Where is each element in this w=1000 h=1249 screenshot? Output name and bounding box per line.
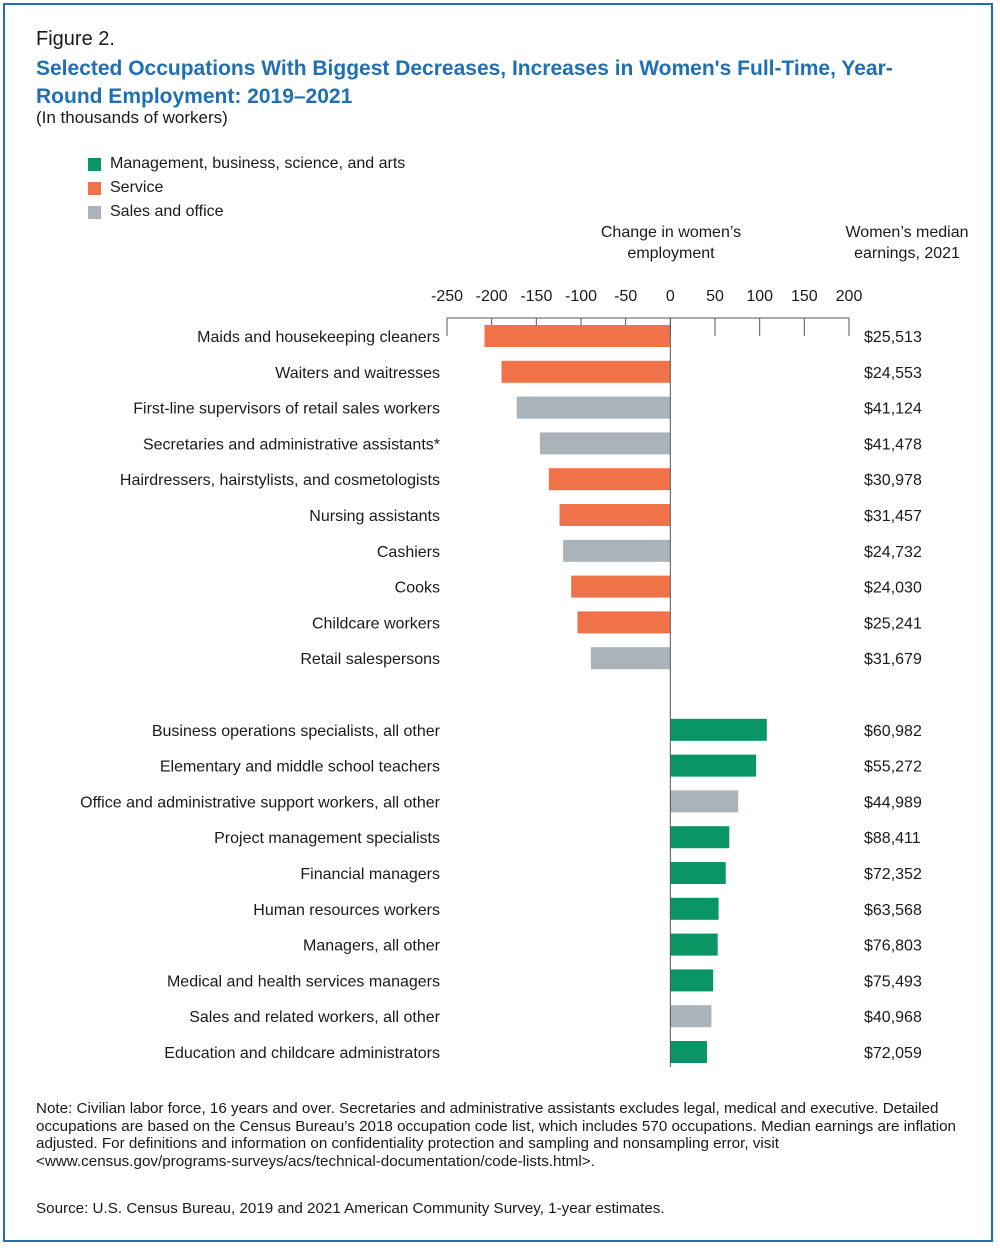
category-label: Retail salespersons: [300, 651, 440, 668]
legend-item-service: Service: [88, 176, 405, 200]
legend-item-management: Management, business, science, and arts: [88, 152, 405, 176]
legend-label-service: Service: [110, 179, 164, 196]
earnings-label: $41,124: [864, 401, 922, 418]
category-label: Elementary and middle school teachers: [160, 759, 440, 776]
bar: [539, 432, 671, 455]
bar: [548, 468, 671, 491]
category-label: Medical and health services managers: [167, 973, 440, 990]
earnings-label: $72,352: [864, 866, 922, 883]
earnings-label: $31,679: [864, 651, 922, 668]
category-label: Childcare workers: [312, 615, 440, 632]
chart-title: Selected Occupations With Biggest Decrea…: [36, 57, 893, 108]
category-label: Project management specialists: [214, 830, 440, 847]
legend: Management, business, science, and arts …: [88, 152, 405, 224]
x-tick-label: -250: [431, 288, 463, 305]
x-tick-label: 0: [666, 288, 675, 305]
earnings-label: $63,568: [864, 902, 922, 919]
category-label: Cooks: [395, 580, 440, 597]
bar: [559, 504, 671, 526]
bar: [670, 790, 739, 813]
legend-swatch-service: [88, 181, 101, 195]
category-label: Cashiers: [377, 544, 440, 561]
figure-frame: [3, 3, 993, 1242]
earnings-label: $31,457: [864, 508, 922, 525]
bar-chart: -250 -200 -150 -100 -50 0 50 100 150 200 Maids and…: [80, 288, 922, 1067]
x-tick-label: 150: [791, 288, 818, 305]
earnings-label: $55,272: [864, 759, 922, 776]
x-tick-label: 50: [706, 288, 724, 305]
bar: [590, 647, 671, 670]
bar: [670, 862, 726, 884]
category-label: Education and childcare administrators: [164, 1045, 440, 1062]
bar: [670, 826, 730, 849]
x-tick-label: 100: [746, 288, 773, 305]
category-label: Nursing assistants: [309, 508, 440, 525]
bar: [670, 1005, 712, 1028]
x-tick-label: 200: [836, 288, 863, 305]
earnings-column-header: Women’s median earnings, 2021: [845, 224, 969, 262]
earnings-label: $24,553: [864, 365, 922, 382]
earnings-label: $30,978: [864, 472, 922, 489]
chart-source: Source: U.S. Census Bureau, 2019 and 202…: [36, 1200, 665, 1217]
earnings-label: $40,968: [864, 1009, 922, 1026]
earnings-label: $60,982: [864, 723, 922, 740]
category-label: Office and administrative support worker…: [80, 794, 441, 811]
chart-subtitle: (In thousands of workers): [36, 108, 228, 127]
bar: [484, 325, 671, 347]
category-label: First-line supervisors of retail sales w…: [133, 401, 440, 418]
change-column-header: Change in women’s employment: [600, 224, 742, 262]
category-label: Human resources workers: [253, 902, 440, 919]
bar: [563, 539, 671, 562]
earnings-label: $25,241: [864, 615, 922, 632]
bar: [670, 933, 718, 956]
bar: [501, 360, 671, 383]
category-label: Waiters and waitresses: [275, 365, 440, 382]
bar: [670, 897, 719, 920]
category-label: Sales and related workers, all other: [189, 1009, 440, 1026]
x-tick-label: -50: [614, 288, 637, 305]
earnings-label: $72,059: [864, 1045, 922, 1062]
earnings-label: $44,989: [864, 794, 922, 811]
category-label: Business operations specialists, all oth…: [152, 723, 441, 740]
bar: [670, 718, 767, 741]
figure-label: Figure 2.: [36, 28, 115, 50]
bar: [670, 969, 714, 992]
category-label: Maids and housekeeping cleaners: [197, 329, 440, 346]
legend-item-sales-office: Sales and office: [88, 200, 405, 224]
legend-swatch-management: [88, 157, 101, 171]
bar: [670, 1041, 707, 1063]
category-label: Secretaries and administrative assistant…: [143, 436, 440, 453]
earnings-label: $75,493: [864, 973, 922, 990]
bar: [670, 754, 757, 777]
bar: [571, 575, 671, 598]
bar: [577, 611, 671, 634]
legend-swatch-sales-office: [88, 205, 101, 219]
category-label: Financial managers: [300, 866, 440, 883]
chart-note: Note: Civilian labor force, 16 years and…: [36, 1100, 957, 1170]
legend-label-sales-office: Sales and office: [110, 203, 224, 220]
earnings-label: $41,478: [864, 436, 922, 453]
earnings-label: $24,030: [864, 580, 922, 597]
x-tick-label: -200: [476, 288, 508, 305]
bar: [516, 396, 671, 419]
earnings-label: $76,803: [864, 938, 922, 955]
x-tick-label: -150: [520, 288, 552, 305]
legend-label-management: Management, business, science, and arts: [110, 155, 406, 172]
earnings-label: $25,513: [864, 329, 922, 346]
x-tick-label: -100: [565, 288, 597, 305]
category-label: Managers, all other: [303, 938, 441, 955]
earnings-label: $24,732: [864, 544, 922, 561]
earnings-label: $88,411: [864, 830, 921, 847]
category-label: Hairdressers, hairstylists, and cosmetol…: [120, 472, 440, 489]
